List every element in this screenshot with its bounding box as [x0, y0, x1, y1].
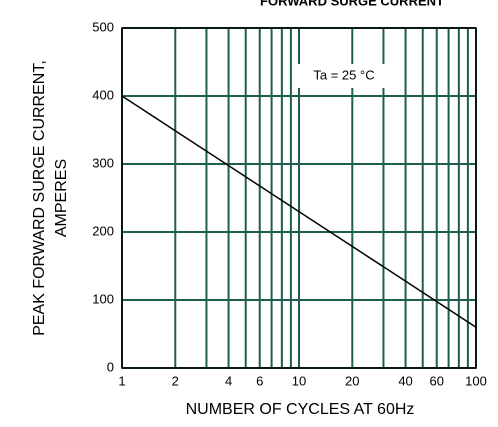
plot-border [121, 27, 477, 369]
y-tick-label: 300 [92, 155, 114, 170]
y-axis-title: AMPERES [53, 159, 70, 237]
x-tick-label: 100 [465, 373, 487, 388]
x-tick-label: 10 [292, 373, 306, 388]
x-tick-label: 40 [398, 373, 412, 388]
y-tick-label: 100 [92, 291, 114, 306]
x-tick-label: 4 [225, 373, 232, 388]
annotation-box [298, 64, 390, 88]
x-tick-label: 20 [345, 373, 359, 388]
x-tick-label: 60 [429, 373, 443, 388]
chart-title: FORWARD SURGE CURRENT [260, 0, 444, 8]
annotation: Ta = 25 °C [313, 67, 374, 82]
y-tick-label: 200 [92, 223, 114, 238]
x-tick-label: 6 [256, 373, 263, 388]
y-tick-label: 0 [107, 359, 114, 374]
line [121, 95, 477, 328]
y-tick-label: 500 [92, 19, 114, 34]
x-tick-label: 1 [118, 373, 125, 388]
y-axis-title: PEAK FORWARD SURGE CURRENT, [31, 60, 48, 336]
x-tick-label: 2 [172, 373, 179, 388]
y-tick-label: 400 [92, 87, 114, 102]
x-axis-title: NUMBER OF CYCLES AT 60Hz [186, 401, 415, 418]
